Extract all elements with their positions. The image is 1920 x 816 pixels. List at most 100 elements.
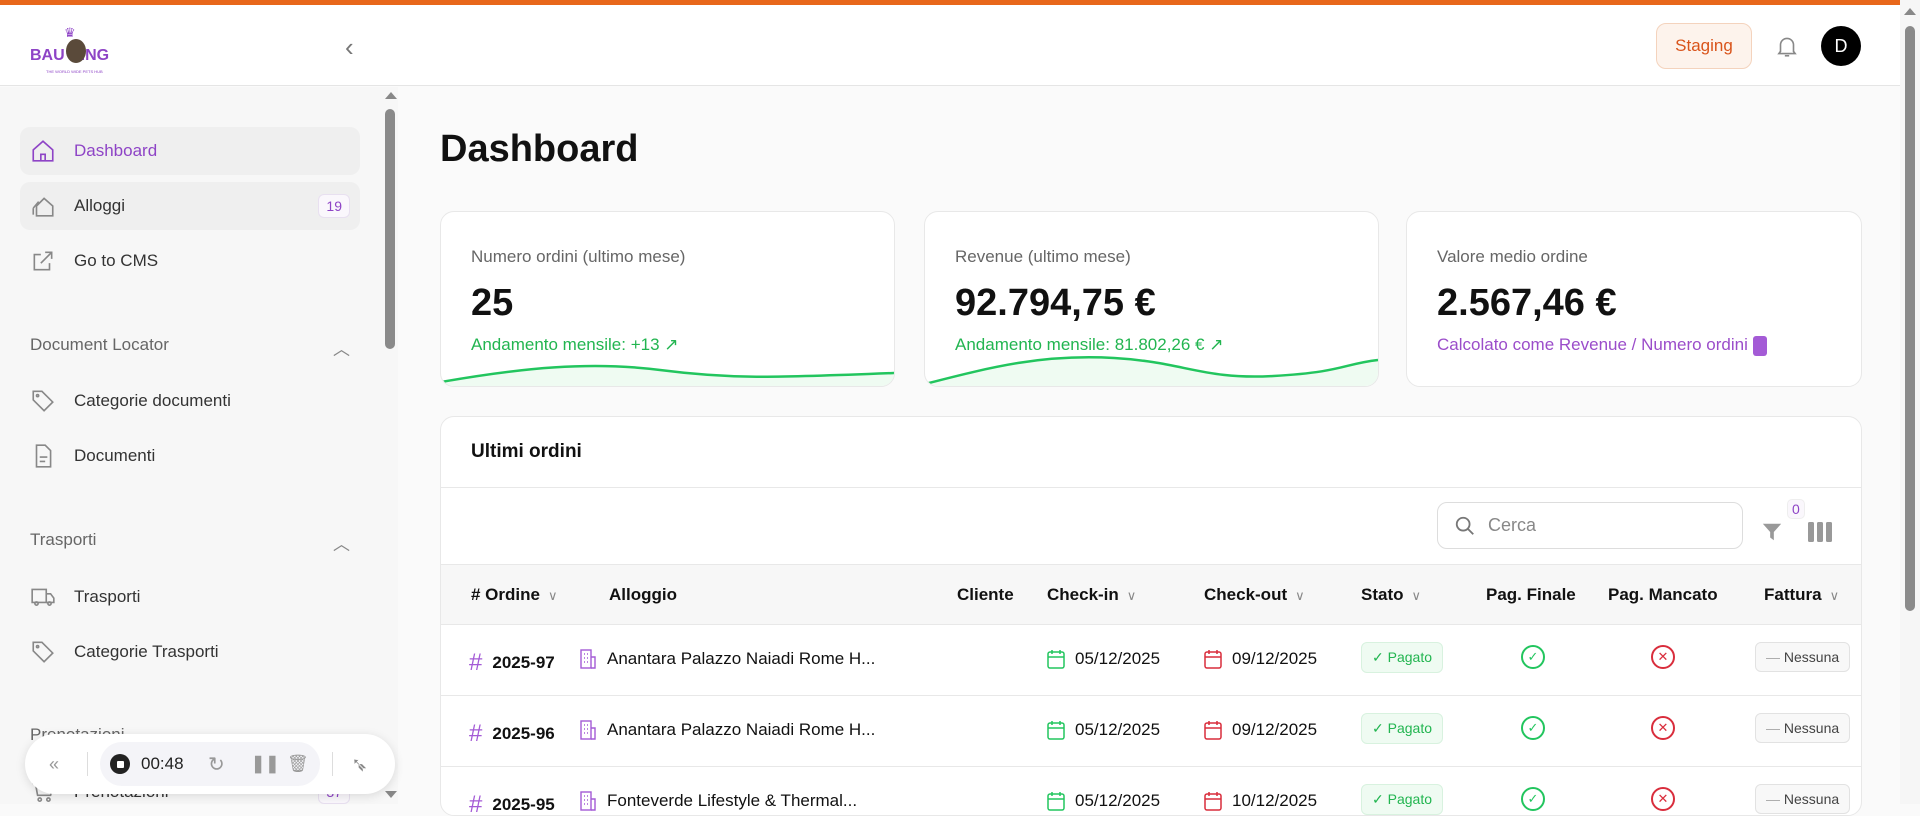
section-title: Trasporti: [30, 530, 97, 549]
sidebar-item-label: Categorie documenti: [74, 391, 231, 410]
stat-label: Revenue (ultimo mese): [955, 247, 1131, 266]
stat-value: 92.794,75 €: [955, 282, 1156, 324]
collapse-sidebar-chevron-left-icon[interactable]: ‹: [345, 32, 354, 62]
hash-icon: #: [469, 649, 483, 676]
sidebar-item-alloggi[interactable]: Alloggi 19: [20, 182, 360, 230]
avatar[interactable]: D: [1821, 26, 1861, 66]
section-trasporti[interactable]: Trasporti ︿: [30, 530, 350, 555]
invoice-text: Nessuna: [1783, 791, 1840, 807]
section-document-locator[interactable]: Document Locator ︿: [30, 335, 350, 360]
column-header-cliente[interactable]: Cliente: [957, 585, 1014, 604]
sidebar-item-categorie-documenti[interactable]: Categorie documenti: [20, 377, 360, 425]
column-header-alloggio[interactable]: Alloggio: [609, 585, 677, 604]
columns-icon[interactable]: [1808, 522, 1832, 542]
filter-icon[interactable]: [1761, 520, 1783, 544]
invoice-badge: — Nessuna: [1755, 784, 1851, 814]
sidebar-item-label: Categorie Trasporti: [74, 642, 219, 661]
filter-count-badge: 0: [1787, 499, 1805, 519]
trending-up-icon: ↗: [664, 335, 679, 354]
divider: [332, 752, 333, 776]
status-badge: ✓ Pagato: [1361, 713, 1443, 744]
sidebar-scrollbar[interactable]: [382, 87, 398, 804]
column-header-pag-finale[interactable]: Pag. Finale: [1486, 585, 1576, 604]
column-header-check-in[interactable]: Check-in ∨: [1047, 585, 1136, 605]
restart-icon[interactable]: ↻: [208, 753, 225, 776]
order-id[interactable]: #2025-96: [469, 720, 555, 748]
sidebar-item-documenti[interactable]: Documenti: [20, 432, 360, 480]
stat-trend: Andamento mensile: 81.802,26 € ↗: [955, 335, 1224, 355]
dash-icon: —: [1766, 720, 1780, 736]
sidebar-item-label: Dashboard: [74, 141, 158, 160]
calendar-icon: [1204, 649, 1232, 669]
stat-value: 25: [471, 282, 514, 324]
houses-icon: [32, 197, 54, 217]
scrollbar-thumb[interactable]: [385, 109, 395, 349]
calendar-icon: [1047, 720, 1075, 740]
status-text: Pagato: [1387, 791, 1432, 807]
alloggio-name: Anantara Palazzo Naiadi Rome H...: [607, 720, 876, 739]
building-icon: [580, 791, 596, 811]
sidebar-item-label: Alloggi: [74, 196, 126, 215]
table-row[interactable]: #2025-97 Anantara Palazzo Naiadi Rome H.…: [441, 625, 1861, 696]
check-out-date: 09/12/2025: [1232, 649, 1318, 668]
alloggio-cell[interactable]: Fonteverde Lifestyle & Thermal...: [579, 791, 857, 811]
stat-value: 2.567,46 €: [1437, 282, 1617, 324]
alloggio-cell[interactable]: Anantara Palazzo Naiadi Rome H...: [579, 649, 875, 669]
alloggio-name: Fonteverde Lifestyle & Thermal...: [607, 791, 858, 810]
column-header-ordine[interactable]: # Ordine ∨: [471, 585, 557, 605]
column-header-fattura[interactable]: Fattura ∨: [1764, 585, 1839, 605]
stat-trend: Andamento mensile: +13 ↗: [471, 335, 679, 355]
search-input[interactable]: Cerca: [1437, 502, 1743, 549]
chevron-up-icon[interactable]: ︿: [333, 340, 350, 359]
external-link-icon: [33, 251, 53, 271]
check-in-cell: 05/12/2025: [1047, 791, 1160, 811]
sidebar-item-trasporti[interactable]: Trasporti: [20, 573, 360, 621]
sidebar-item-categorie-trasporti[interactable]: Categorie Trasporti: [20, 628, 360, 676]
hash-icon: #: [469, 720, 483, 747]
sidebar: Dashboard Alloggi 19 Go to CMS Document …: [0, 87, 398, 804]
stop-recording-icon[interactable]: [110, 754, 130, 774]
stat-trend-text: Andamento mensile: 81.802,26 €: [955, 335, 1205, 354]
scroll-up-arrow-icon[interactable]: [1904, 8, 1916, 15]
stat-trend-text: Andamento mensile: +13: [471, 335, 660, 354]
bell-icon[interactable]: [1774, 33, 1800, 59]
sidebar-item-go-to-cms[interactable]: Go to CMS: [20, 237, 360, 285]
chevron-down-icon: ∨: [1411, 588, 1422, 603]
page-scrollbar[interactable]: [1900, 0, 1920, 804]
stat-note-text: Calcolato come Revenue / Numero ordini: [1437, 335, 1748, 354]
status-text: Pagato: [1387, 720, 1432, 736]
invoice-text: Nessuna: [1783, 720, 1840, 736]
chevron-up-icon[interactable]: ︿: [333, 535, 350, 554]
logo[interactable]: ♛ BAU KING THE WORLD WIDE PETS HUB: [28, 23, 133, 79]
column-header-check-out[interactable]: Check-out ∨: [1204, 585, 1305, 605]
check-in-cell: 05/12/2025: [1047, 720, 1160, 740]
order-id[interactable]: #2025-97: [469, 649, 555, 677]
scrollbar-thumb[interactable]: [1905, 26, 1915, 611]
cursor-pointer-icon[interactable]: ➶: [351, 753, 368, 776]
column-header-stato[interactable]: Stato ∨: [1361, 585, 1421, 605]
missed-x-icon: ✕: [1651, 787, 1675, 811]
collapse-double-chevron-icon[interactable]: «: [49, 753, 60, 774]
scroll-down-arrow-icon[interactable]: [385, 791, 397, 798]
scroll-up-arrow-icon[interactable]: [385, 92, 397, 99]
trash-icon[interactable]: 🗑: [287, 754, 309, 773]
trending-up-icon: ↗: [1209, 335, 1224, 354]
column-header-pag-mancato[interactable]: Pag. Mancato: [1608, 585, 1718, 604]
invoice-text: Nessuna: [1783, 649, 1840, 665]
truck-icon: [31, 588, 55, 606]
logo-tagline: THE WORLD WIDE PETS HUB: [46, 69, 103, 74]
search-icon: [1455, 516, 1474, 535]
alloggio-cell[interactable]: Anantara Palazzo Naiadi Rome H...: [579, 720, 875, 740]
table-row[interactable]: #2025-96 Anantara Palazzo Naiadi Rome H.…: [441, 696, 1861, 767]
environment-badge[interactable]: Staging: [1656, 23, 1752, 69]
pause-icon[interactable]: ❚❚: [251, 754, 280, 773]
sidebar-item-label: Documenti: [74, 446, 156, 465]
dash-icon: —: [1766, 791, 1780, 807]
table-row[interactable]: #2025-95 Fonteverde Lifestyle & Thermal.…: [441, 767, 1861, 815]
sidebar-item-dashboard[interactable]: Dashboard: [20, 127, 360, 175]
calendar-icon: [1204, 791, 1232, 811]
stat-card-revenue: Revenue (ultimo mese) 92.794,75 € Andame…: [924, 211, 1379, 387]
order-id-text: 2025-97: [492, 653, 555, 672]
chevron-down-icon: ∨: [547, 588, 558, 603]
tag-icon: [32, 390, 54, 412]
